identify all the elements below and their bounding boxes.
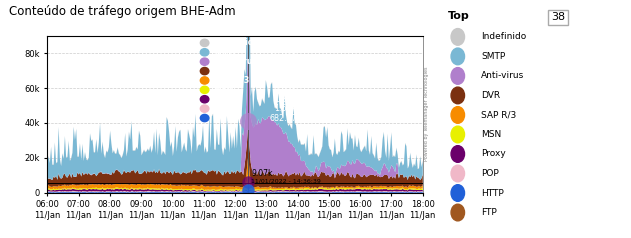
- Text: Indefinido: Indefinido: [481, 32, 526, 41]
- Text: 38: 38: [551, 12, 565, 22]
- Text: SMTP: SMTP: [214, 48, 239, 57]
- Text: 1.65k: 1.65k: [274, 104, 297, 113]
- Point: [242, 119, 252, 123]
- Text: Top: Top: [448, 11, 470, 21]
- Text: Anti-virus: Anti-virus: [481, 71, 524, 80]
- Text: 9.07k: 9.07k: [251, 169, 273, 178]
- Text: SAP R/3: SAP R/3: [481, 110, 516, 119]
- Text: 7.65k: 7.65k: [274, 85, 297, 94]
- Text: 1.33k: 1.33k: [274, 95, 297, 104]
- Circle shape: [451, 165, 464, 182]
- Text: 4.5k: 4.5k: [280, 76, 297, 85]
- Text: 682.67: 682.67: [269, 114, 297, 123]
- Circle shape: [451, 204, 464, 221]
- Circle shape: [200, 58, 209, 65]
- Text: MSN: MSN: [481, 130, 501, 139]
- Y-axis label: Powered by Telemanager Technologies: Powered by Telemanager Technologies: [424, 67, 429, 162]
- Text: POP: POP: [214, 104, 232, 113]
- Circle shape: [200, 49, 209, 56]
- Text: 11/01/2022 - 14:36:39: 11/01/2022 - 14:36:39: [251, 178, 321, 183]
- Circle shape: [451, 185, 464, 201]
- Circle shape: [451, 48, 464, 65]
- Circle shape: [200, 96, 209, 103]
- Circle shape: [200, 86, 209, 94]
- Text: Indefinido: Indefinido: [214, 38, 260, 47]
- Text: HTTP: HTTP: [214, 114, 238, 123]
- Text: 5.67k: 5.67k: [274, 67, 297, 76]
- Text: Anti-virus: Anti-virus: [214, 57, 258, 66]
- Text: Proxy: Proxy: [214, 95, 240, 104]
- Text: DVR: DVR: [214, 67, 233, 76]
- Point: [242, 180, 252, 184]
- Circle shape: [200, 114, 209, 122]
- Text: 12.67k: 12.67k: [269, 48, 297, 57]
- Circle shape: [451, 29, 464, 45]
- Text: SMTP: SMTP: [481, 52, 505, 61]
- Text: Conteúdo de tráfego origem BHE-Adm: Conteúdo de tráfego origem BHE-Adm: [9, 5, 236, 18]
- Circle shape: [200, 77, 209, 84]
- Text: DVR: DVR: [481, 91, 500, 100]
- Text: 32.19k: 32.19k: [269, 57, 297, 66]
- Circle shape: [451, 146, 464, 162]
- Point: [242, 188, 252, 192]
- Text: FTP: FTP: [481, 208, 497, 217]
- Text: 496: 496: [281, 38, 297, 47]
- Circle shape: [451, 87, 464, 104]
- Circle shape: [200, 39, 209, 47]
- Circle shape: [200, 105, 209, 112]
- Text: HTTP: HTTP: [481, 188, 504, 198]
- Circle shape: [451, 68, 464, 84]
- Circle shape: [451, 107, 464, 123]
- Text: POP: POP: [481, 169, 498, 178]
- Text: MSN: MSN: [214, 85, 234, 94]
- Circle shape: [451, 126, 464, 143]
- Circle shape: [200, 67, 209, 75]
- Text: Proxy: Proxy: [481, 149, 505, 159]
- Text: SAP R/3: SAP R/3: [214, 76, 249, 85]
